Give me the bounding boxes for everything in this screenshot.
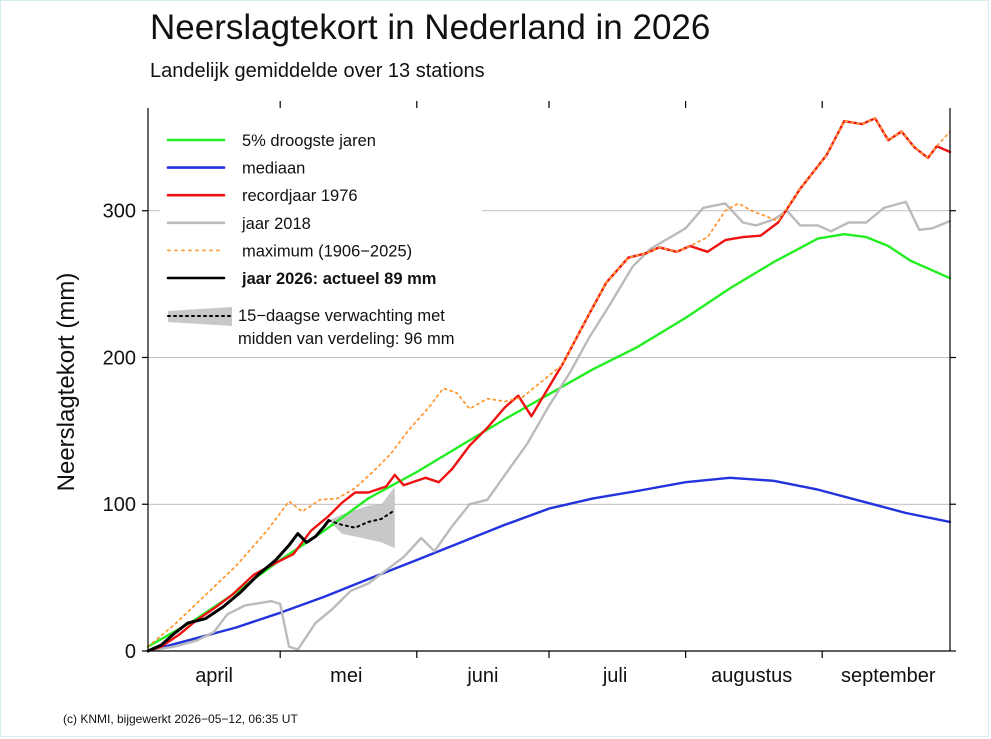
x-tick-label: augustus — [711, 665, 792, 687]
chart-subtitle: Landelijk gemiddelde over 13 stations — [150, 60, 485, 82]
legend-label-year2018: jaar 2018 — [241, 215, 311, 233]
series-line-record1976 — [146, 117, 952, 653]
series-line-median — [146, 476, 952, 653]
y-tick-label: 200 — [103, 347, 136, 369]
legend-label-year2026: jaar 2026: actueel 89 mm — [241, 270, 436, 288]
x-tick-label: mei — [330, 665, 362, 687]
y-tick-label: 100 — [103, 494, 136, 516]
series-line-year2026 — [146, 518, 331, 653]
series-layer — [146, 117, 952, 653]
y-tick-label: 300 — [103, 201, 136, 223]
legend-label-median: mediaan — [242, 160, 305, 178]
axes — [142, 101, 956, 658]
legend-label-pct5: 5% droogste jaren — [242, 132, 376, 150]
legend-label-forecast-line2: midden van verdeling: 96 mm — [238, 330, 454, 348]
forecast-band — [328, 486, 395, 549]
forecast-band-layer — [328, 486, 395, 549]
legend-label-forecast-line1: 15−daagse verwachting met — [238, 307, 445, 325]
x-tick-label: juli — [602, 665, 627, 687]
legend-label-record1976: recordjaar 1976 — [242, 187, 358, 205]
footer-credit: (c) KNMI, bijgewerkt 2026−05−12, 06:35 U… — [63, 712, 298, 726]
x-tick-label: september — [841, 665, 936, 687]
series-line-maximum — [147, 117, 951, 648]
legend: 5% droogste jaren mediaan recordjaar 1976 j… — [160, 124, 482, 356]
series-line-year2018 — [146, 200, 952, 653]
x-tick-label: april — [195, 665, 233, 687]
y-tick-label: 0 — [125, 641, 136, 663]
chart-title: Neerslagtekort in Nederland in 2026 — [150, 8, 711, 47]
x-tick-label: juni — [466, 665, 498, 687]
legend-label-maximum: maximum (1906−2025) — [242, 242, 412, 260]
forecast-median-line — [327, 509, 396, 529]
y-axis-label: Neerslagtekort (mm) — [53, 273, 80, 492]
tick-labels: 0 100 200 300 april mei juni juli augustus septem… — [103, 201, 936, 687]
